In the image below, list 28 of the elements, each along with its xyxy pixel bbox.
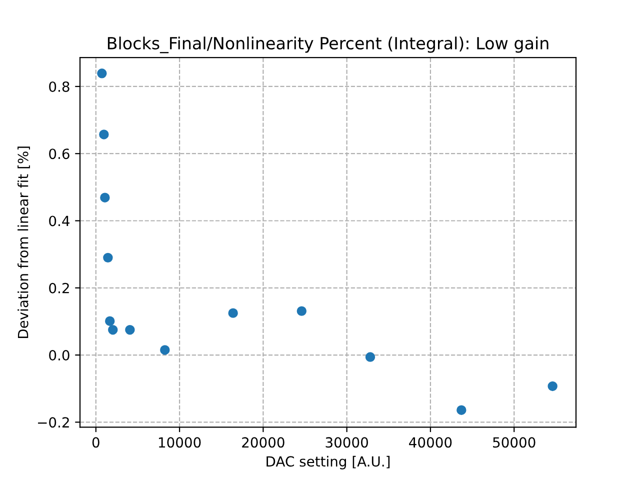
point xyxy=(365,352,376,362)
point xyxy=(105,316,115,326)
point xyxy=(99,130,109,140)
y-tick-label: −0.2 xyxy=(38,417,69,428)
point xyxy=(100,192,110,202)
point xyxy=(456,405,466,415)
y-tick-label: 0.0 xyxy=(49,350,70,360)
x-tick-label: 30000 xyxy=(326,437,368,448)
x-tick-label: 40000 xyxy=(409,437,452,448)
x-tick-label: 50000 xyxy=(493,437,536,448)
point xyxy=(296,306,307,316)
y-tick-label: 0.6 xyxy=(49,148,70,160)
y-tick-label: 0.2 xyxy=(49,282,69,294)
y-tick-label: 0.8 xyxy=(49,81,70,92)
x-axis-title: DAC setting [A.U.] xyxy=(266,456,390,470)
point xyxy=(103,252,113,263)
y-axis-title: Deviation from linear fit [%] xyxy=(18,146,30,338)
point xyxy=(160,345,170,355)
point xyxy=(125,324,135,335)
x-tick-label: 0 xyxy=(92,437,100,448)
point xyxy=(97,68,107,78)
x-tick-label: 20000 xyxy=(242,437,284,448)
point xyxy=(108,324,118,335)
point xyxy=(548,381,558,392)
point xyxy=(228,308,238,318)
x-tick-label: 10000 xyxy=(158,437,201,448)
chart-title: Blocks_Final/Nonlinearity Percent (Integral): Low gain xyxy=(108,36,548,54)
y-tick-label: 0.4 xyxy=(49,216,70,226)
